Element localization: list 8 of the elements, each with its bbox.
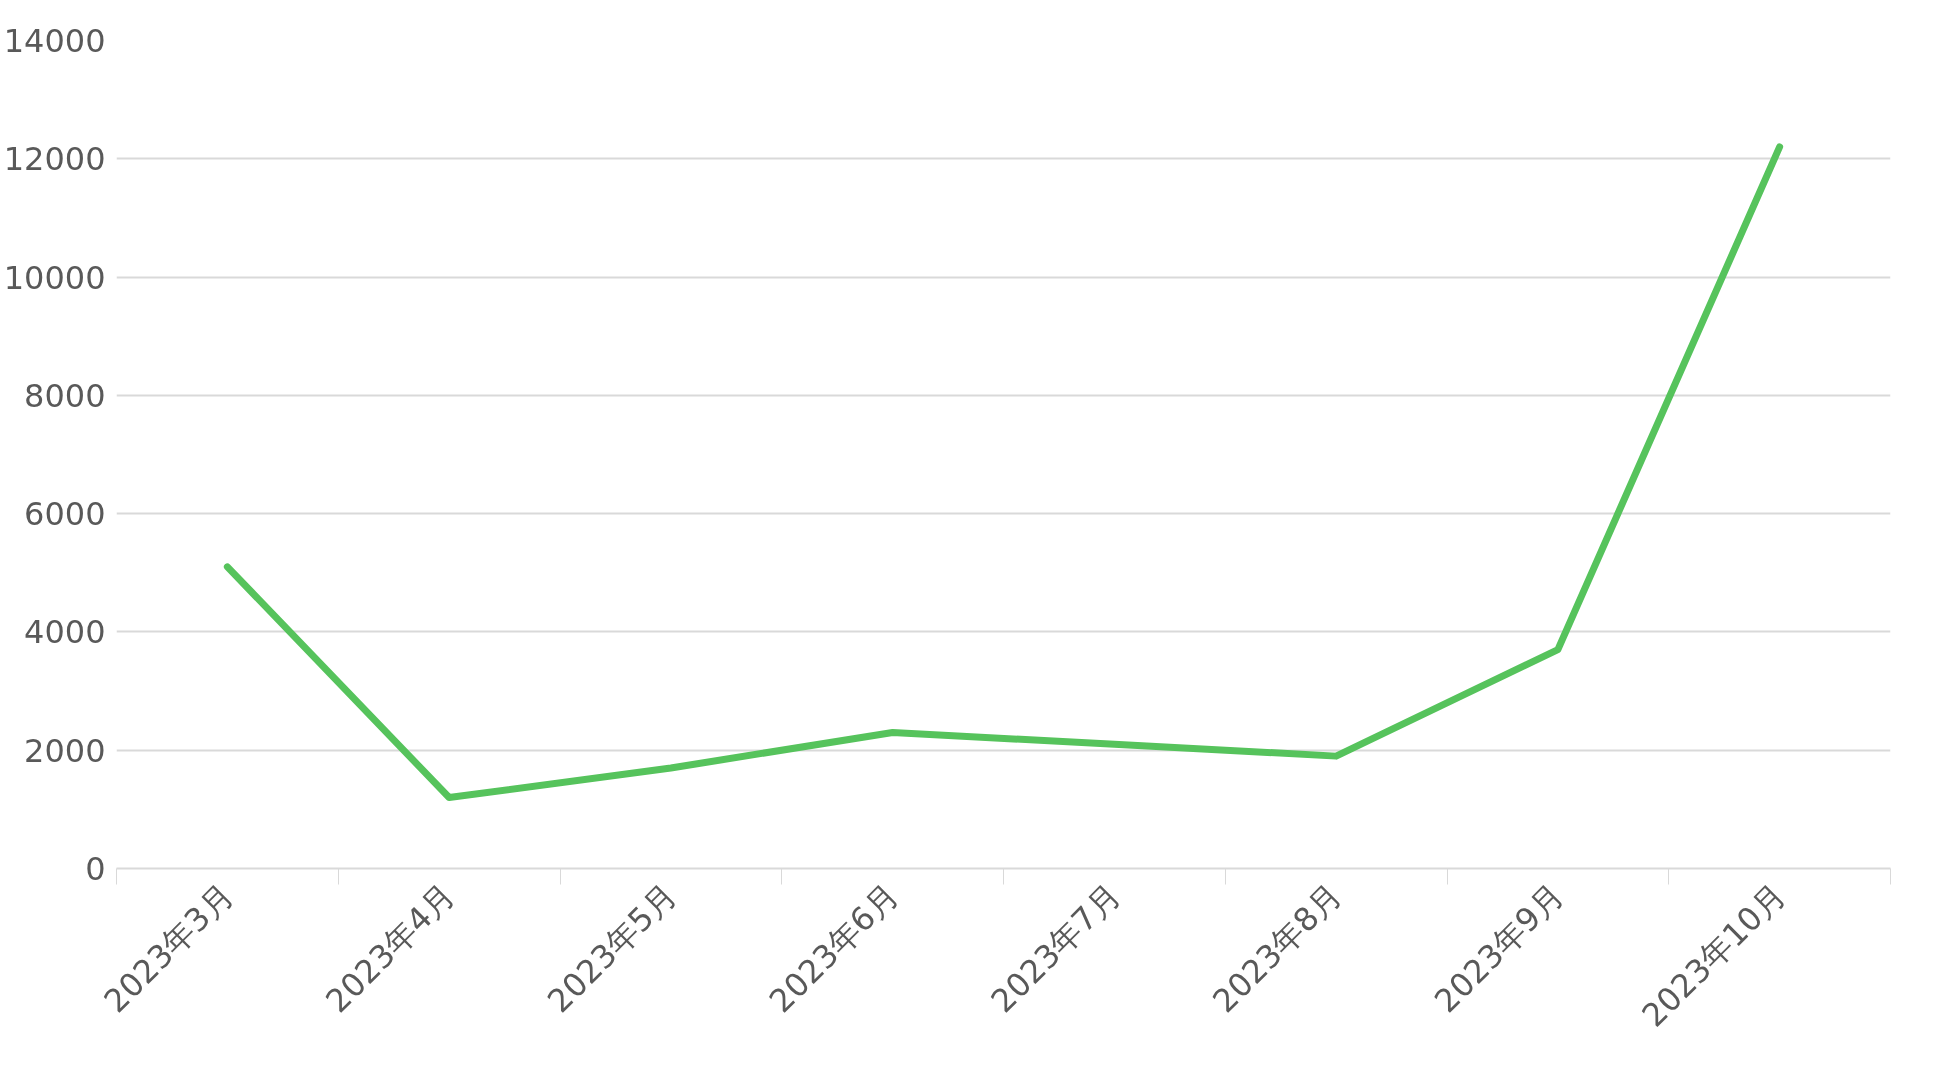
y-tick-label: 4000 (24, 613, 106, 652)
y-tick-label: 0 (85, 850, 106, 888)
y-tick-label: 12000 (3, 140, 106, 179)
y-tick-label: 2000 (24, 731, 106, 770)
y-tick-label: 6000 (24, 495, 106, 534)
y-tick-label: 8000 (24, 376, 106, 415)
y-tick-label: 10000 (3, 258, 106, 297)
y-tick-label: 14000 (3, 22, 106, 60)
